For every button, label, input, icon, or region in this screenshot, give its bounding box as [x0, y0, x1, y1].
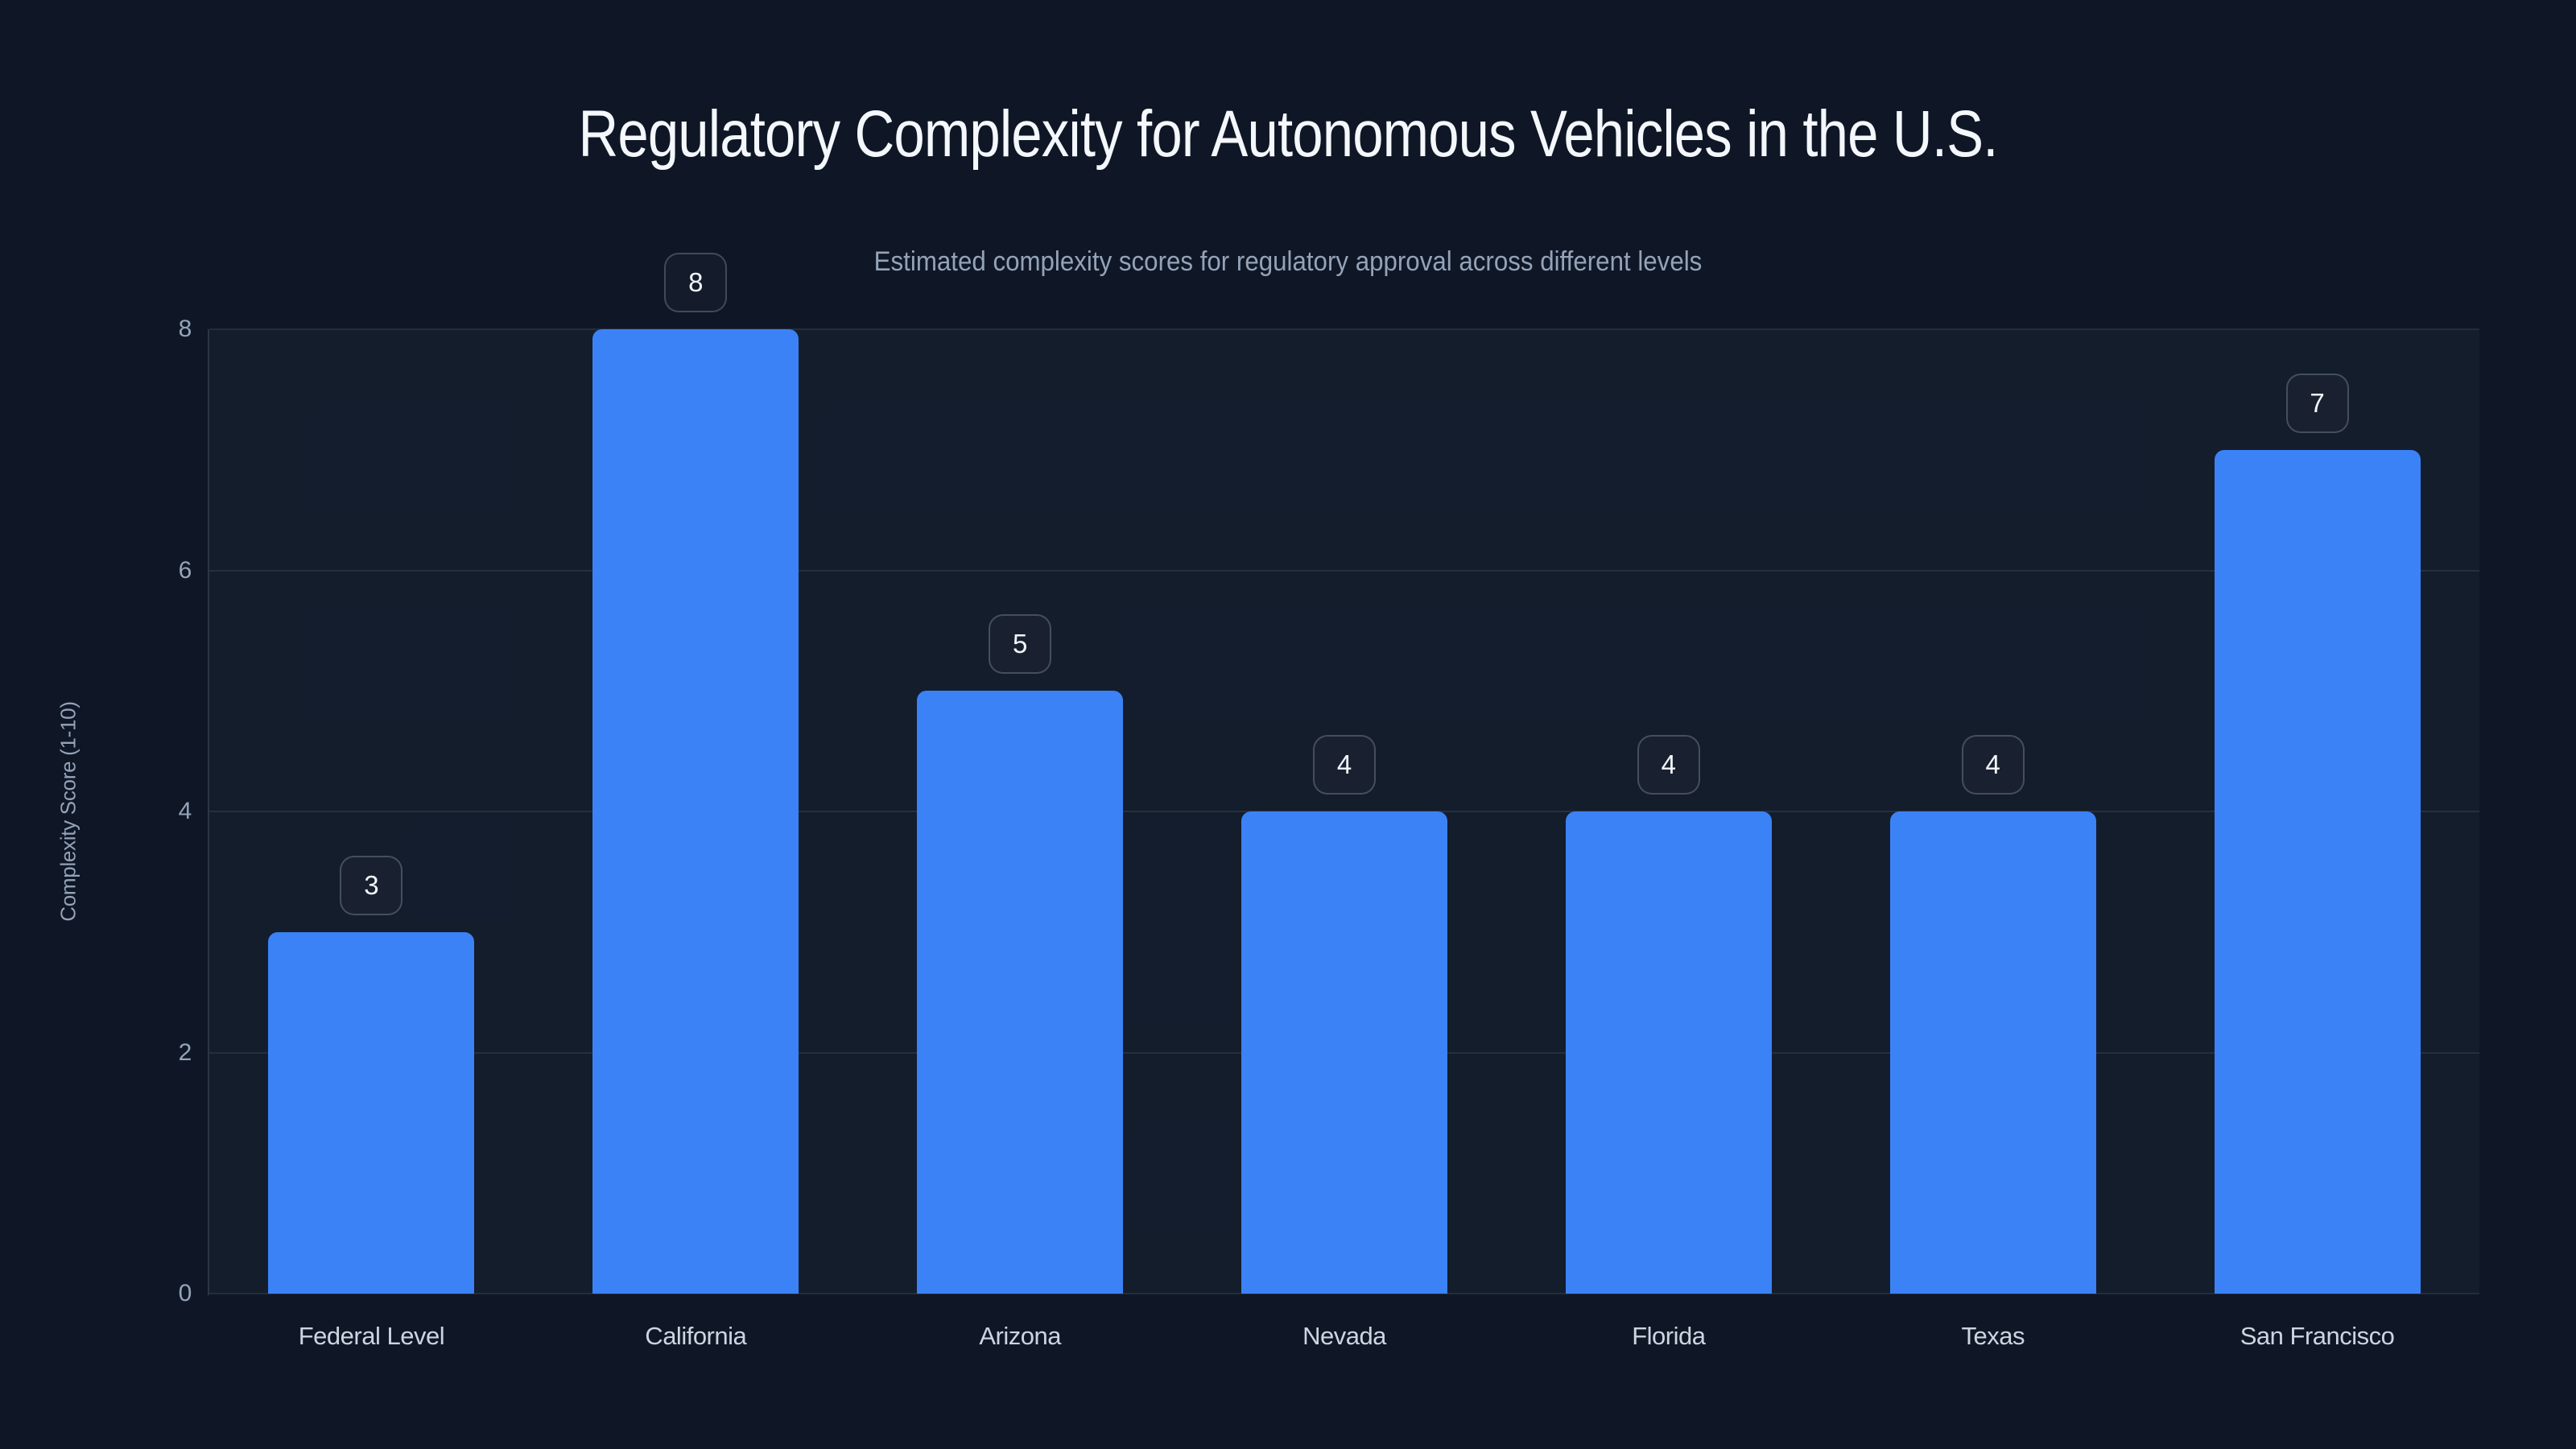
value-badge-san-francisco: 7	[2285, 373, 2349, 433]
gridline-y-8	[209, 328, 2479, 330]
y-axis-line	[208, 329, 209, 1295]
gridline-y-6	[209, 569, 2479, 572]
y-tick-label-8: 8	[178, 316, 192, 342]
x-axis-label-california: California	[645, 1322, 747, 1350]
value-badge-nevada: 4	[1313, 735, 1376, 795]
x-axis-label-nevada: Nevada	[1302, 1322, 1386, 1350]
value-badge-federal-level: 3	[340, 855, 403, 915]
y-axis-title-text: Complexity Score (1-10)	[56, 701, 80, 922]
x-axis-label-texas: Texas	[1961, 1322, 2025, 1350]
bar-california[interactable]	[592, 329, 799, 1294]
x-axis-label-federal-level: Federal Level	[298, 1322, 445, 1350]
gridline-y-0	[209, 1293, 2479, 1294]
y-tick-label-4: 4	[178, 798, 192, 824]
bar-florida[interactable]	[1565, 811, 1772, 1294]
y-tick-label-0: 0	[178, 1280, 192, 1307]
chart-title: Regulatory Complexity for Autonomous Veh…	[578, 97, 1998, 171]
value-badge-arizona: 5	[989, 614, 1052, 675]
value-badge-texas: 4	[1961, 735, 2025, 795]
bar-arizona[interactable]	[917, 691, 1124, 1294]
bar-federal-level[interactable]	[268, 931, 475, 1294]
y-tick-label-6: 6	[178, 556, 192, 584]
y-tick-label-2: 2	[178, 1038, 192, 1066]
x-axis-label-arizona: Arizona	[979, 1322, 1061, 1350]
bar-san-francisco[interactable]	[2214, 449, 2421, 1294]
bar-texas[interactable]	[1889, 811, 2096, 1294]
value-badge-florida: 4	[1637, 735, 1700, 795]
value-badge-california: 8	[664, 253, 728, 312]
x-axis-label-san-francisco: San Francisco	[2240, 1322, 2395, 1350]
x-axis-label-florida: Florida	[1632, 1322, 1706, 1350]
bar-nevada[interactable]	[1241, 811, 1447, 1294]
chart-subtitle: Estimated complexity scores for regulato…	[873, 246, 1703, 277]
